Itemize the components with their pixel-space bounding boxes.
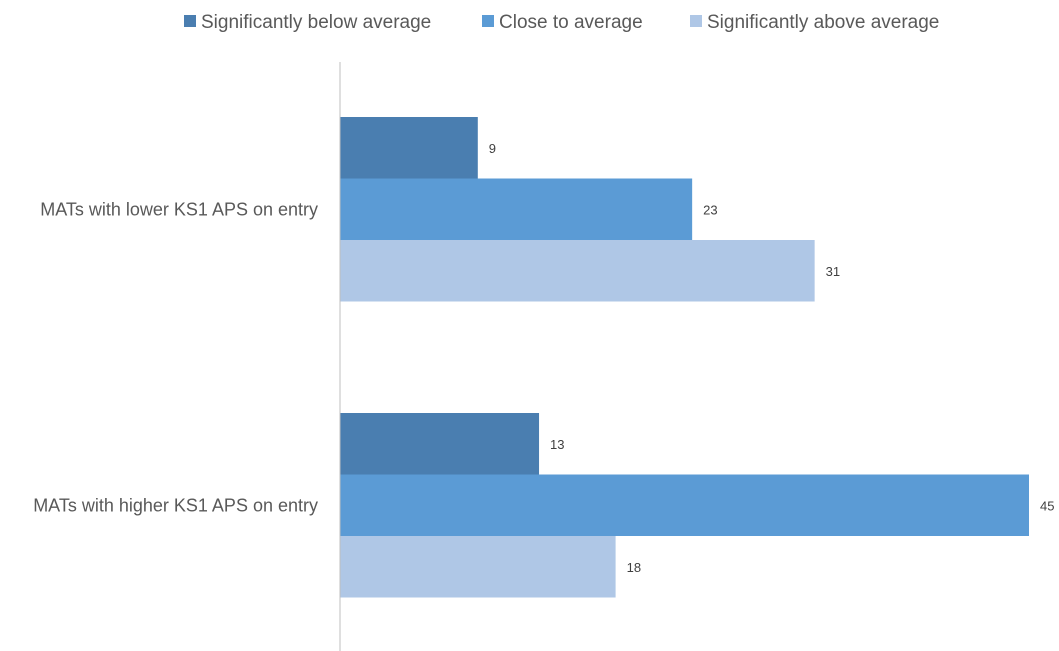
legend-item-close-to-average: Close to average — [482, 12, 643, 33]
legend-label: Significantly above average — [707, 12, 939, 33]
bar-significantly-above-average-2 — [340, 536, 616, 598]
data-label: 13 — [550, 437, 564, 452]
data-label: 23 — [703, 202, 717, 217]
bar-significantly-below-average-2 — [340, 413, 540, 475]
data-label: 45 — [1040, 498, 1054, 513]
legend-label: Significantly below average — [201, 12, 431, 33]
legend-swatch — [482, 15, 494, 27]
legend-item-significantly-below-average: Significantly below average — [184, 12, 431, 33]
data-labels: 9 23 31 13 45 18 — [489, 141, 1055, 575]
bar-significantly-above-average-1 — [340, 240, 815, 302]
category-label: MATs with lower KS1 APS on entry — [40, 199, 318, 219]
bars — [340, 117, 1029, 598]
data-label: 18 — [627, 560, 641, 575]
bar-significantly-below-average-1 — [340, 117, 478, 179]
legend-swatch — [184, 15, 196, 27]
category-label: MATs with higher KS1 APS on entry — [33, 495, 318, 515]
legend: Significantly below average Close to aver… — [184, 12, 939, 33]
legend-item-significantly-above-average: Significantly above average — [690, 12, 939, 33]
legend-swatch — [690, 15, 702, 27]
legend-label: Close to average — [499, 12, 643, 33]
bar-close-to-average-1 — [340, 178, 693, 240]
data-label: 31 — [826, 264, 840, 279]
bar-close-to-average-2 — [340, 474, 1029, 536]
data-label: 9 — [489, 141, 496, 156]
category-labels: MATs with lower KS1 APS on entry MATs wit… — [33, 199, 318, 515]
